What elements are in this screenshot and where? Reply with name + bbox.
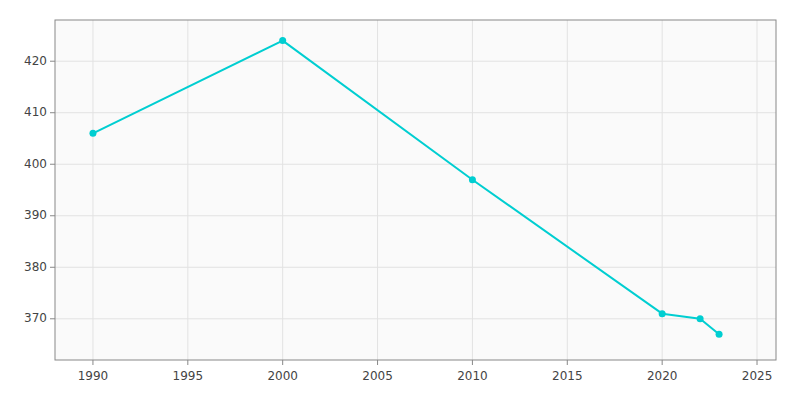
line — [93, 41, 719, 335]
grid-line — [55, 215, 776, 216]
tick-mark — [50, 61, 55, 62]
plot-frame — [55, 20, 776, 360]
tick-label: 2015 — [552, 369, 583, 383]
tick-label: 380 — [24, 260, 47, 274]
grid-line — [55, 267, 776, 268]
grid-line — [187, 20, 188, 360]
point — [469, 176, 476, 183]
grid-line — [567, 20, 568, 360]
grid-line — [757, 20, 758, 360]
tick-label: 410 — [24, 105, 47, 119]
plot-background — [55, 20, 776, 360]
grid-line — [662, 20, 663, 360]
grid-line — [92, 20, 93, 360]
tick-label: 2025 — [742, 369, 773, 383]
data-layer — [89, 37, 722, 338]
grid-line — [55, 318, 776, 319]
tick-mark — [50, 112, 55, 113]
grid — [55, 20, 776, 360]
tick-label: 2005 — [362, 369, 393, 383]
tick-label: 2000 — [267, 369, 298, 383]
tick-mark — [187, 360, 188, 365]
tick-mark — [50, 318, 55, 319]
tick-mark — [50, 267, 55, 268]
tick-mark — [567, 360, 568, 365]
grid-line — [55, 112, 776, 113]
tick-label: 2020 — [647, 369, 678, 383]
tick-mark — [472, 360, 473, 365]
tick-mark — [757, 360, 758, 365]
grid-line — [55, 164, 776, 165]
chart-container: 370 380 390 400 410 420 1990 1995 2000 2005 2010 20… — [0, 0, 800, 400]
chart-svg: 370 380 390 400 410 420 1990 1995 2000 2005 2010 20… — [0, 0, 800, 400]
tick-mark — [50, 215, 55, 216]
point — [697, 315, 704, 322]
point — [279, 37, 286, 44]
tick-mark — [282, 360, 283, 365]
point — [89, 130, 96, 137]
grid-line — [472, 20, 473, 360]
tick-label: 2010 — [457, 369, 488, 383]
tick-mark — [50, 164, 55, 165]
tick-mark — [662, 360, 663, 365]
tick-label: 390 — [24, 208, 47, 222]
point — [659, 310, 666, 317]
tick-label: 1990 — [78, 369, 109, 383]
grid-line — [282, 20, 283, 360]
tick-mark — [377, 360, 378, 365]
tick-label: 1995 — [173, 369, 204, 383]
point — [716, 331, 723, 338]
grid-line — [55, 61, 776, 62]
grid-line — [377, 20, 378, 360]
tick-label: 370 — [24, 311, 47, 325]
tick-mark — [92, 360, 93, 365]
axes: 370 380 390 400 410 420 1990 1995 2000 2005 2010 20… — [24, 20, 776, 383]
tick-label: 400 — [24, 157, 47, 171]
tick-label: 420 — [24, 54, 47, 68]
